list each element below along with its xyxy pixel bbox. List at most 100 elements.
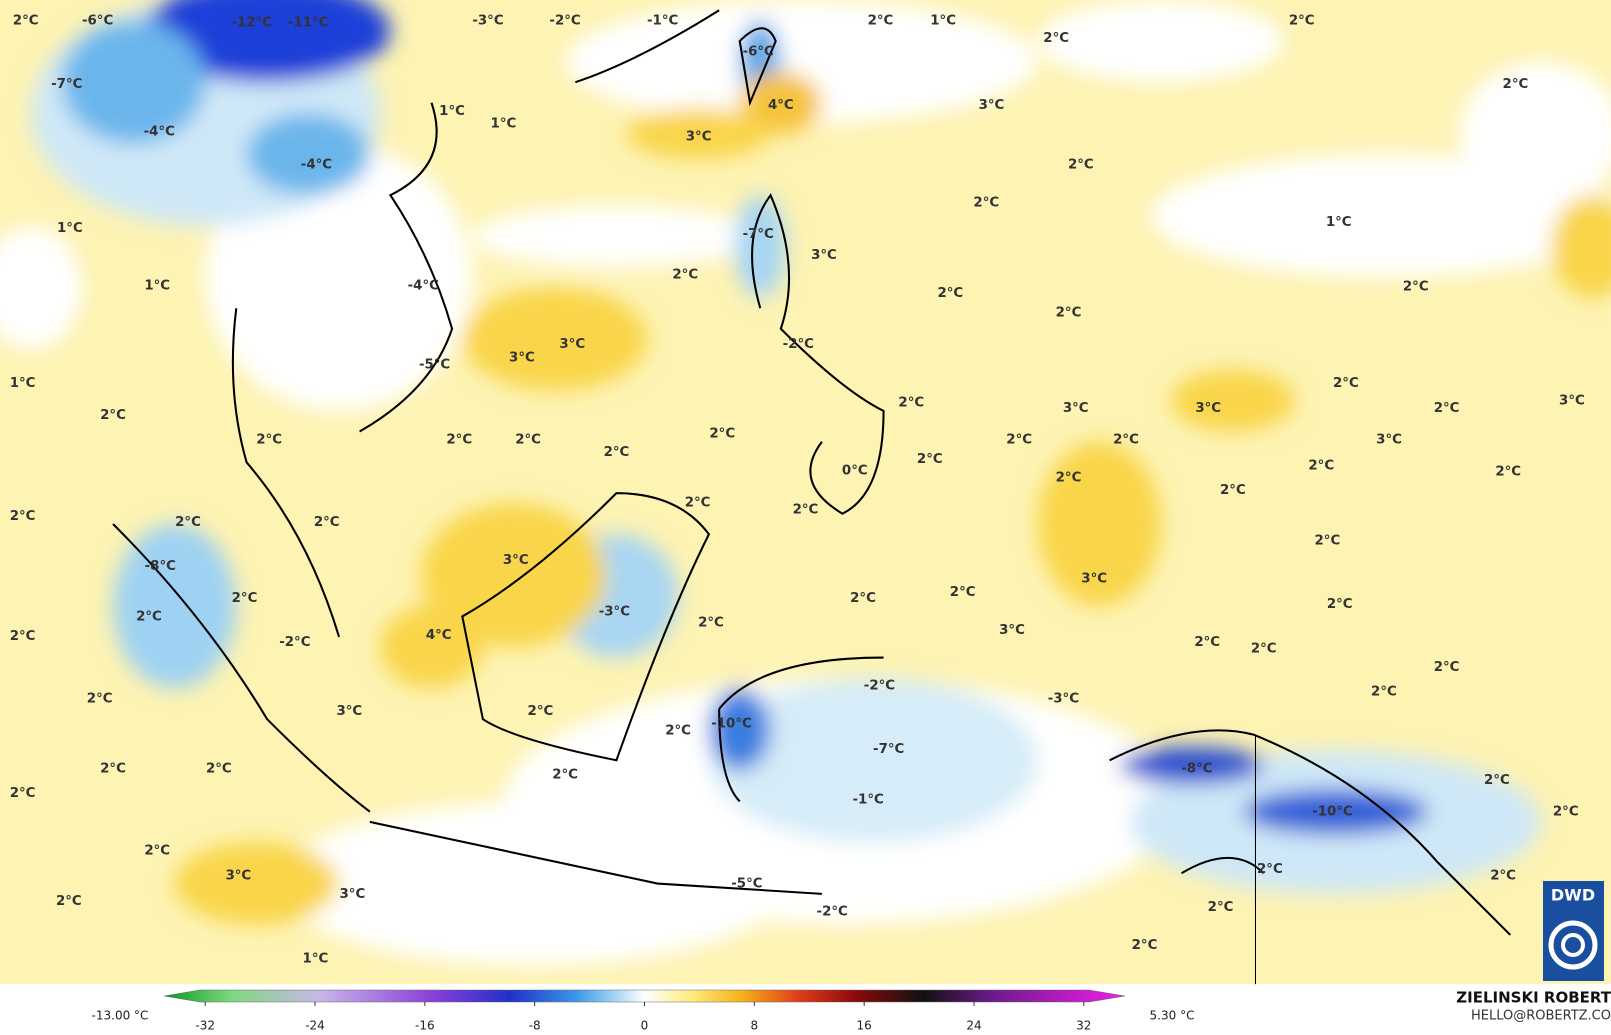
- temperature-label: 2°C: [1113, 433, 1139, 448]
- colorbar-tick-label: -8: [529, 1019, 541, 1033]
- temperature-label: 2°C: [1403, 280, 1429, 295]
- temperature-label: 3°C: [979, 98, 1005, 113]
- temperature-label: 2°C: [314, 515, 340, 530]
- temperature-label: 3°C: [811, 248, 837, 263]
- temperature-label: 4°C: [768, 98, 794, 113]
- temperature-label: 1°C: [144, 279, 170, 294]
- colorbar-tick-label: 0: [641, 1019, 649, 1033]
- temperature-label: 2°C: [1194, 635, 1220, 650]
- temperature-label: -11°C: [288, 16, 329, 31]
- temperature-label: 2°C: [1208, 900, 1234, 915]
- temperature-label: -5°C: [419, 358, 450, 373]
- temperature-label: -10°C: [711, 716, 752, 731]
- temperature-label: -5°C: [731, 877, 762, 892]
- temperature-label: 3°C: [1063, 401, 1089, 416]
- temperature-label: -10°C: [1312, 805, 1353, 820]
- temperature-label: 2°C: [1490, 868, 1516, 883]
- temperature-label: -2°C: [783, 337, 814, 352]
- temperature-label: 3°C: [336, 704, 362, 719]
- temperature-label: -8°C: [1181, 761, 1212, 776]
- temperature-label: 1°C: [439, 104, 465, 119]
- temperature-label: 2°C: [868, 14, 894, 29]
- temperature-label: 2°C: [100, 408, 126, 423]
- credit-contact: HELLO@ROBERTZ.CO: [1471, 1009, 1611, 1024]
- temperature-label: 1°C: [10, 376, 36, 391]
- temperature-label: -2°C: [279, 635, 310, 650]
- anomaly-shading: [0, 0, 1611, 966]
- temperature-label: -7°C: [873, 742, 904, 757]
- temperature-label: 2°C: [10, 629, 36, 644]
- temperature-label: 3°C: [1081, 571, 1107, 586]
- temperature-label: 2°C: [1308, 458, 1334, 473]
- temperature-label: 2°C: [672, 267, 698, 282]
- temperature-label: 2°C: [898, 396, 924, 411]
- dwd-logo-swirl: [1548, 920, 1598, 970]
- temperature-label: 2°C: [665, 723, 691, 738]
- temperature-label: 2°C: [175, 515, 201, 530]
- temperature-label: 2°C: [144, 844, 170, 859]
- temperature-label: 0°C: [842, 464, 868, 479]
- colorbar-bar: [163, 989, 1126, 1003]
- temperature-label: 3°C: [1376, 433, 1402, 448]
- temperature-label: -2°C: [549, 14, 580, 29]
- temperature-label: 2°C: [1289, 14, 1315, 29]
- temperature-label: 3°C: [503, 553, 529, 568]
- colorbar-max-label: 5.30 °C: [1150, 1009, 1195, 1023]
- temperature-label: -4°C: [144, 125, 175, 140]
- temperature-label: 2°C: [1043, 31, 1069, 46]
- colorbar-min-label: -13.00 °C: [92, 1009, 149, 1023]
- temperature-label: 3°C: [509, 351, 535, 366]
- temperature-label: 2°C: [1434, 401, 1460, 416]
- temperature-label: 2°C: [100, 761, 126, 776]
- temperature-label: -1°C: [853, 792, 884, 807]
- colorbar-tick-label: 8: [751, 1019, 759, 1033]
- temperature-label: 2°C: [1251, 641, 1277, 656]
- temperature-label: -4°C: [301, 157, 332, 172]
- temperature-label: 2°C: [1056, 471, 1082, 486]
- temperature-label: 2°C: [232, 591, 258, 606]
- colorbar-tick-label: 16: [857, 1019, 872, 1033]
- dwd-logo-swirl: [1561, 933, 1585, 957]
- temperature-label: 2°C: [1220, 483, 1246, 498]
- temperature-label: 2°C: [56, 894, 82, 909]
- temperature-label: 3°C: [1195, 401, 1221, 416]
- temperature-label: 2°C: [256, 433, 282, 448]
- temperature-label: 2°C: [10, 509, 36, 524]
- coastlines: [112, 9, 1512, 985]
- temperature-label: 3°C: [999, 623, 1025, 638]
- temperature-label: 2°C: [685, 495, 711, 510]
- temperature-label: -7°C: [743, 227, 774, 242]
- temperature-label: 2°C: [604, 445, 630, 460]
- temperature-label: -1°C: [647, 14, 678, 29]
- temperature-label: -2°C: [817, 904, 848, 919]
- colorbar-tick-label: -24: [305, 1019, 325, 1033]
- temperature-label: -2°C: [864, 678, 895, 693]
- colorbar-tick-label: -32: [195, 1019, 215, 1033]
- temperature-label: 2°C: [1495, 465, 1521, 480]
- temperature-label: 2°C: [937, 286, 963, 301]
- temperature-label: 2°C: [1553, 805, 1579, 820]
- dwd-logo-text: DWD: [1551, 886, 1595, 905]
- temperature-label: 2°C: [1257, 862, 1283, 877]
- temperature-label: 3°C: [686, 130, 712, 145]
- temperature-label: 2°C: [1484, 773, 1510, 788]
- temperature-labels: 2°C -6°C -12°C -11°C -3°C -2°C -1°C 2°C 1°C 2°C 2°…: [10, 14, 1585, 967]
- temperature-label: 2°C: [446, 433, 472, 448]
- temperature-label: 2°C: [87, 692, 113, 707]
- colorbar-tick-label: 32: [1076, 1019, 1091, 1033]
- temperature-label: -4°C: [408, 279, 439, 294]
- temperature-label: -6°C: [743, 44, 774, 59]
- temperature-label: 2°C: [1434, 660, 1460, 675]
- credit-name: ZIELINSKI ROBERT: [1456, 989, 1611, 1007]
- temperature-label: 2°C: [528, 704, 554, 719]
- temperature-label: 2°C: [850, 591, 876, 606]
- colorbar-tick-label: 24: [966, 1019, 981, 1033]
- colorbar-tick-label: -16: [415, 1019, 435, 1033]
- temperature-label: -7°C: [51, 77, 82, 92]
- temperature-label: 3°C: [559, 337, 585, 352]
- temperature-label: -12°C: [231, 16, 272, 31]
- temperature-label: 1°C: [303, 952, 329, 967]
- temperature-label: -3°C: [1048, 692, 1079, 707]
- temperature-label: 2°C: [13, 14, 39, 29]
